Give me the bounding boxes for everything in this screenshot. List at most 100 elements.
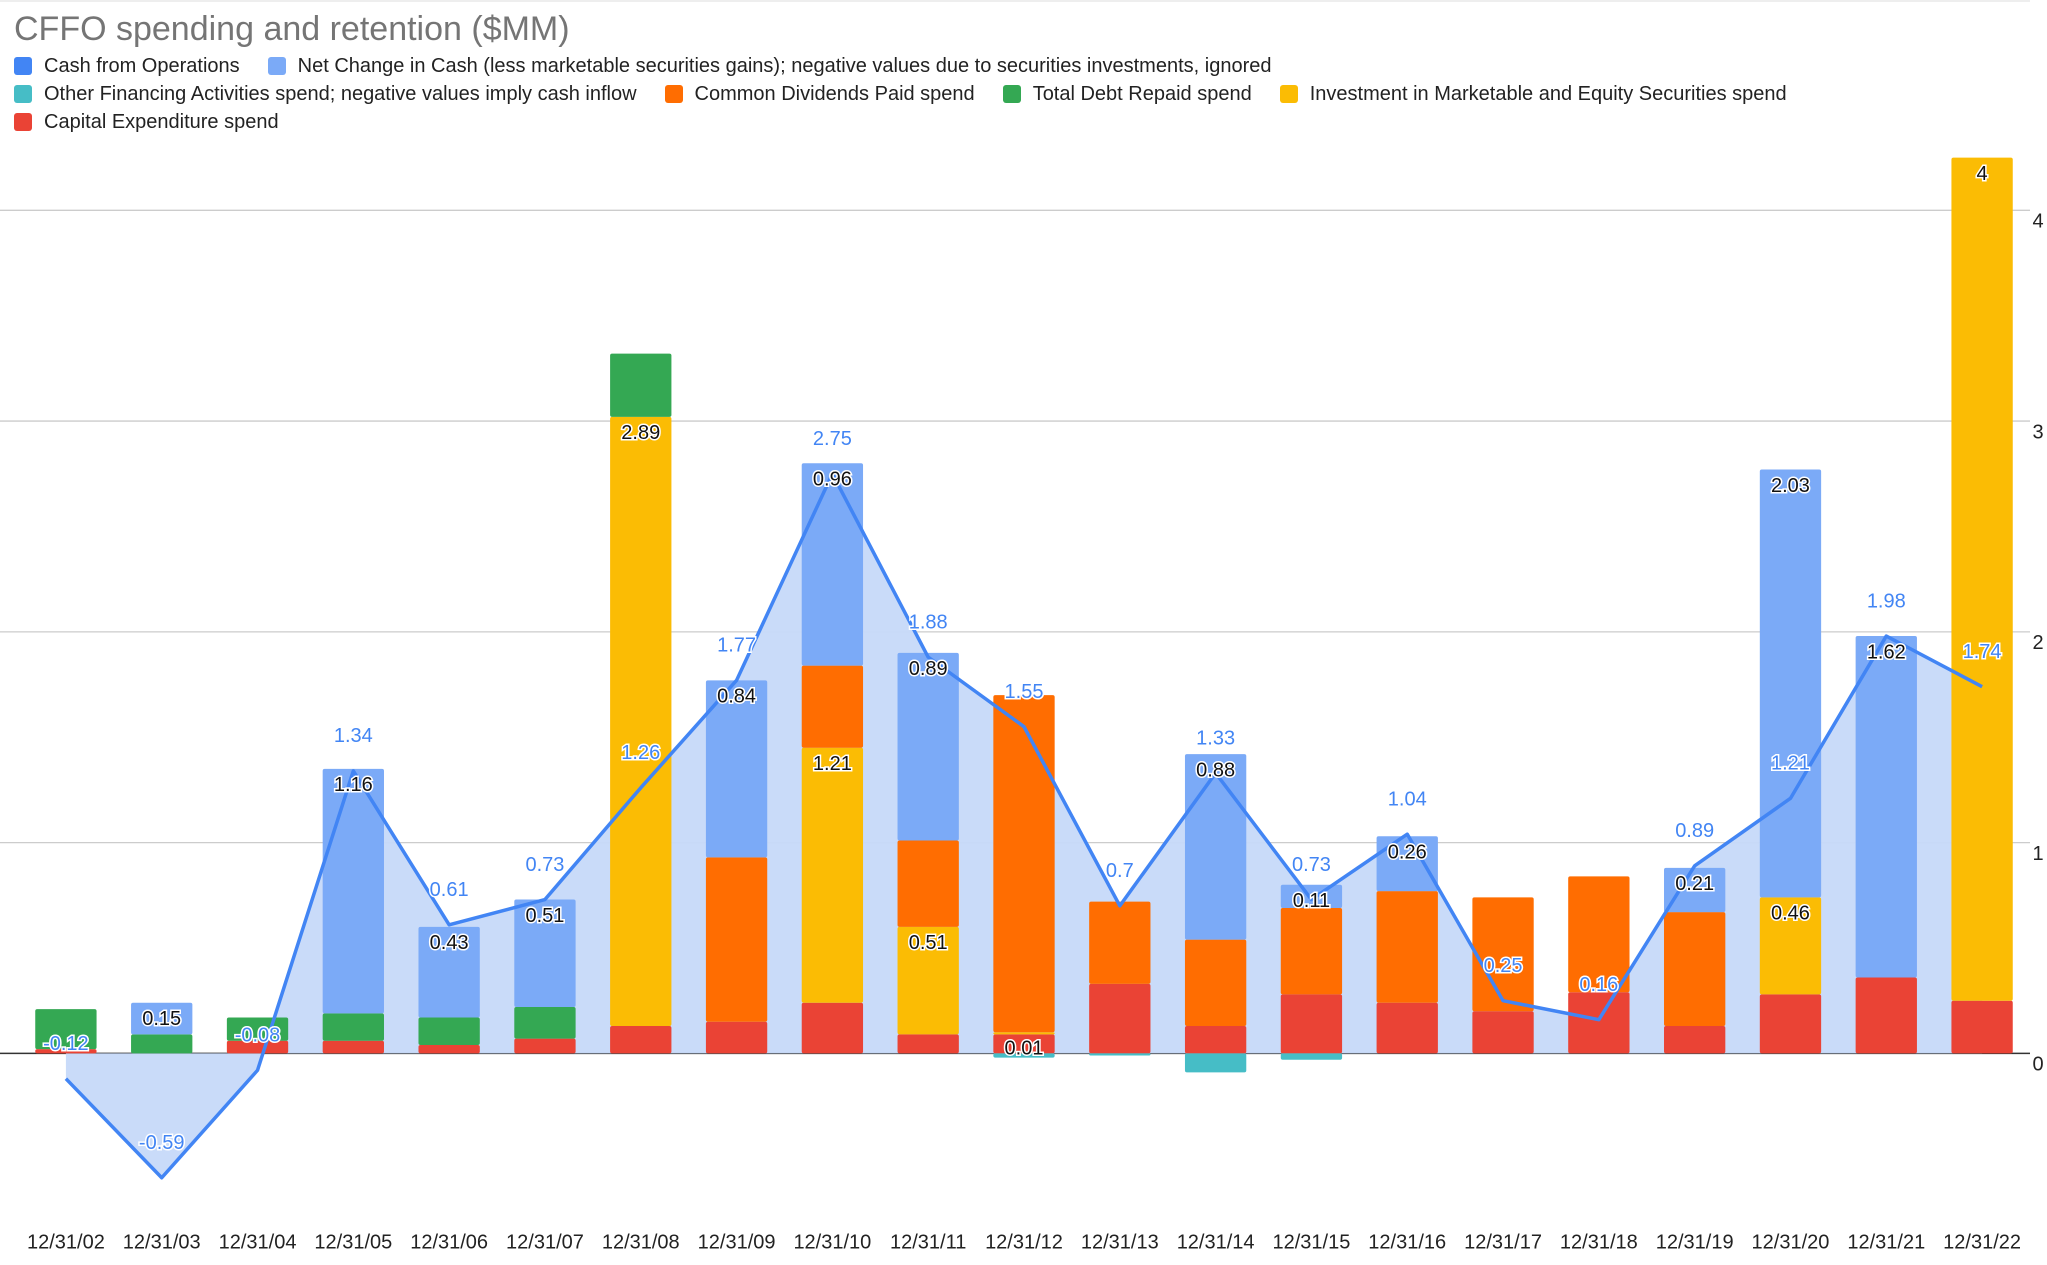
legend-item: Cash from Operations [14,54,240,77]
line-layer [64,472,1983,1180]
data-label: 1.34 [334,725,373,747]
x-tick-label: 12/31/18 [1560,1231,1638,1253]
bar-segment [1664,912,1726,1026]
bar-segment [705,857,768,1022]
x-tick-label: 12/31/17 [1464,1231,1542,1253]
bar-segment [1568,992,1630,1054]
bar-segment [1855,977,1917,1054]
data-label: 0.26 [1388,842,1427,864]
data-label: 0.89 [909,658,948,680]
bar-segment [801,1002,864,1054]
bar-segment [1376,1002,1438,1054]
data-label: 1.74 [1963,641,2002,663]
x-tick-label: 12/31/07 [506,1231,584,1253]
x-tick-label: 12/31/10 [793,1231,871,1253]
labels: 0 1 2 3 4 12/31/02 12/31/03 12/31/04 12/31/05 12/… [27,161,2044,1253]
x-tick-label: 12/31/22 [1943,1231,2021,1253]
x-tick-label: 12/31/16 [1368,1231,1446,1253]
bars [35,157,2013,1073]
bar-segment [1376,891,1438,1003]
bar-segment [35,1049,97,1054]
line [64,472,1983,1180]
bar-segment [993,1053,1055,1058]
bar-segment [35,1009,97,1050]
x-tick-label: 12/31/11 [890,1231,966,1253]
y-tick-label: 2 [2032,632,2043,654]
bar-segment [514,1007,576,1039]
bar-segment [897,652,959,841]
x-tick-label: 12/31/06 [410,1231,488,1253]
bar-segment [1280,1053,1343,1060]
legend-label: Cash from Operations [44,54,240,77]
legend-item: Other Financing Activities spend; negati… [14,83,637,105]
x-tick-label: 12/31/21 [1847,1231,1925,1253]
data-label: 1.88 [909,611,948,633]
bar-segment [705,680,768,858]
legend-swatch [664,85,683,103]
legend-item: Investment in Marketable and Equity Secu… [1279,83,1787,105]
legend-swatch [1279,85,1298,103]
data-label: -0.08 [235,1025,281,1047]
legend-item: Total Debt Repaid spend [1002,82,1252,105]
legend-item: Capital Expenditure spend [14,110,279,133]
bar-segment [897,926,959,1035]
x-tick-label: 12/31/08 [602,1231,680,1253]
legend-swatch [14,85,32,103]
bar-segment [801,747,864,1003]
bar-segment [897,840,959,927]
bar-segment [610,1025,672,1054]
bar-segment [1664,1025,1726,1054]
x-tick-label: 12/31/13 [1081,1231,1159,1253]
data-label: 0.25 [1484,955,1523,977]
data-label: 1.77 [717,635,756,657]
bar-segment [1472,897,1534,1012]
x-tick-label: 12/31/12 [985,1231,1063,1253]
legend-label: Total Debt Repaid spend [1032,82,1252,105]
bar-segment [1184,1053,1247,1073]
x-tick-label: 12/31/15 [1272,1231,1350,1253]
data-label: 1.26 [621,742,660,764]
x-tick-label: 12/31/09 [698,1231,776,1253]
bar-segment [514,1038,576,1054]
legend-label: Capital Expenditure spend [44,110,279,133]
bar-segment [610,416,672,1026]
data-label: 0.73 [1292,854,1331,876]
legend-swatch [14,113,32,131]
data-label: 0.88 [1196,759,1235,781]
legend-swatch [14,57,32,75]
bar-segment [226,1040,289,1054]
bar-segment [418,1044,480,1054]
data-label: 0.61 [430,879,469,901]
data-label: 0.96 [813,469,852,491]
data-label: 4 [1977,163,1988,185]
data-label: 0.84 [717,686,756,708]
bar-segment [1184,1025,1247,1054]
legend: Cash from Operations Net Change in Cash (… [14,54,1914,133]
data-label: 1.16 [334,774,373,796]
data-label: 2.03 [1771,475,1810,497]
data-label: 1.21 [813,753,852,775]
bar-segment [1184,754,1247,940]
data-label: -0.59 [139,1132,185,1154]
bar-segment [1951,1000,2013,1054]
bar-segment [1089,983,1151,1054]
x-tick-label: 12/31/03 [123,1231,201,1253]
bar-segment [1280,907,1343,995]
bar-segment [801,463,864,666]
bar-segment [1759,994,1822,1054]
data-label: 2.89 [621,422,660,444]
legend-swatch [1002,85,1021,103]
bar-segment [1759,469,1822,898]
data-label: 2.75 [813,428,852,450]
data-label: 0.7 [1106,860,1134,882]
bar-segment [1855,636,1917,978]
legend-swatch [267,57,286,75]
bar-segment [610,353,672,417]
bar-segment [1759,897,1822,995]
data-label: 0.01 [1005,1038,1044,1060]
bar-segment [1089,901,1151,984]
bar-segment [993,1034,1055,1054]
bar-segment [1951,157,2013,1001]
chart-title: CFFO spending and retention ($MM) [14,10,570,48]
data-label: 0.89 [1675,820,1714,842]
